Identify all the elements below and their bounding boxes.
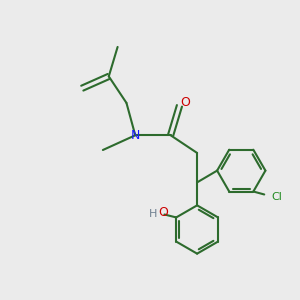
Text: O: O [180,96,190,109]
Text: N: N [130,129,140,142]
Text: O: O [158,206,168,219]
Text: Cl: Cl [272,191,282,202]
Text: H: H [149,209,158,219]
